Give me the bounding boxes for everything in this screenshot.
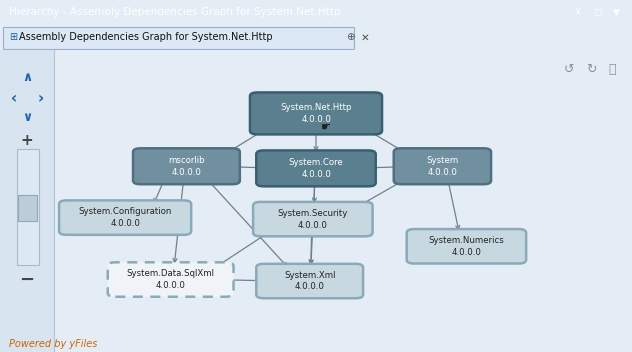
- Text: mscorlib
4.0.0.0: mscorlib 4.0.0.0: [168, 156, 205, 177]
- Text: ∧: ∧: [22, 71, 32, 84]
- Text: System
4.0.0.0: System 4.0.0.0: [426, 156, 459, 177]
- Text: □: □: [593, 8, 602, 17]
- FancyBboxPatch shape: [250, 93, 382, 134]
- FancyBboxPatch shape: [407, 229, 526, 264]
- Text: ‹: ‹: [11, 91, 17, 106]
- FancyBboxPatch shape: [253, 202, 372, 236]
- Text: System.Net.Http
4.0.0.0: System.Net.Http 4.0.0.0: [280, 103, 352, 124]
- Text: Hierarchy - Assembly Dependencies Graph for System.Net.Http: Hierarchy - Assembly Dependencies Graph …: [9, 7, 341, 18]
- Text: ›: ›: [38, 91, 44, 106]
- Text: ∨: ∨: [22, 112, 32, 125]
- Text: Powered by yFiles: Powered by yFiles: [9, 339, 98, 348]
- Text: System.Configuration
4.0.0.0: System.Configuration 4.0.0.0: [78, 207, 172, 228]
- Text: System.Numerics
4.0.0.0: System.Numerics 4.0.0.0: [428, 236, 504, 257]
- Text: ⊞: ⊞: [9, 32, 18, 43]
- FancyBboxPatch shape: [0, 50, 54, 352]
- FancyBboxPatch shape: [107, 262, 234, 297]
- Text: X: X: [575, 8, 581, 17]
- Text: −: −: [20, 271, 35, 289]
- Text: ↺: ↺: [564, 63, 574, 76]
- FancyBboxPatch shape: [59, 200, 191, 235]
- FancyBboxPatch shape: [3, 27, 354, 49]
- FancyBboxPatch shape: [394, 148, 491, 184]
- Text: Assembly Dependencies Graph for System.Net.Http: Assembly Dependencies Graph for System.N…: [19, 32, 272, 43]
- Text: +: +: [21, 133, 33, 148]
- Text: ▼: ▼: [613, 8, 619, 17]
- Text: System.Core
4.0.0.0: System.Core 4.0.0.0: [289, 158, 343, 179]
- FancyBboxPatch shape: [18, 195, 37, 221]
- FancyBboxPatch shape: [133, 148, 240, 184]
- Text: ⊕: ⊕: [346, 32, 355, 43]
- FancyBboxPatch shape: [256, 150, 375, 186]
- Text: ↻: ↻: [586, 63, 596, 76]
- FancyBboxPatch shape: [17, 149, 39, 265]
- Text: System.Security
4.0.0.0: System.Security 4.0.0.0: [277, 209, 348, 230]
- Text: ☛: ☛: [320, 122, 331, 132]
- FancyBboxPatch shape: [256, 264, 363, 298]
- Text: System.Xml
4.0.0.0: System.Xml 4.0.0.0: [284, 271, 336, 291]
- Text: ✕: ✕: [361, 32, 370, 43]
- Text: System.Data.SqlXml
4.0.0.0: System.Data.SqlXml 4.0.0.0: [126, 269, 215, 290]
- Text: ⤢: ⤢: [608, 63, 616, 76]
